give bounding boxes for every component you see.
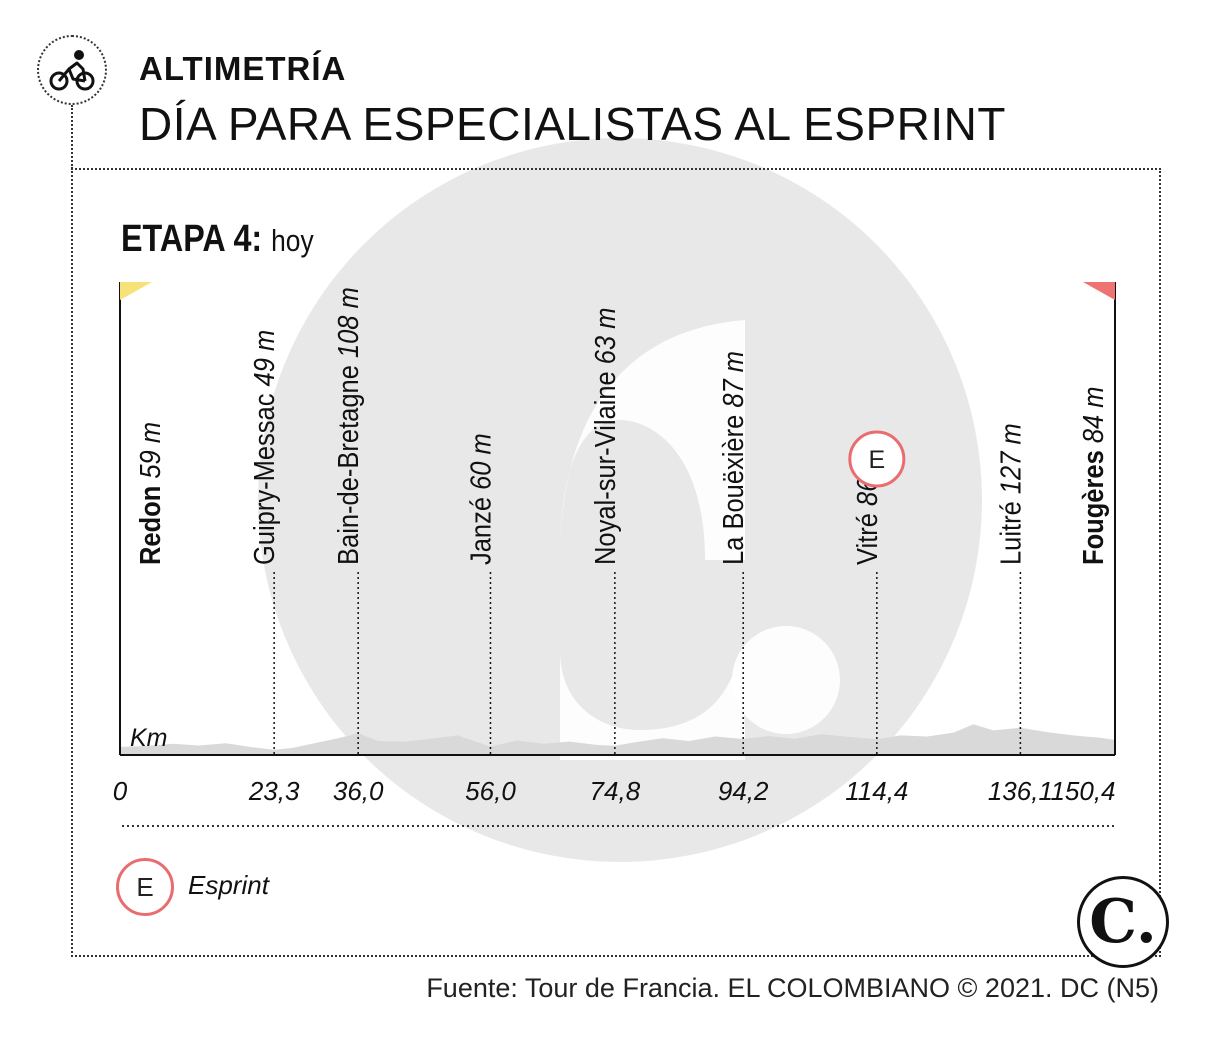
elevation-profile	[120, 724, 1115, 755]
place-name: Janzé 60 m	[464, 433, 497, 565]
place-name: Redon 59 m	[133, 422, 166, 565]
place-elevation: 127 m	[994, 423, 1027, 494]
place-name-text: Luitré	[994, 501, 1027, 565]
place-elevation: 59 m	[133, 422, 166, 479]
place-name-text: Noyal-sur-Vilaine	[588, 371, 621, 565]
stage-number: ETAPA 4:	[121, 218, 263, 260]
source-credit: Fuente: Tour de Francia. EL COLOMBIANO ©…	[426, 973, 1159, 1003]
place-name: Noyal-sur-Vilaine 63 m	[588, 308, 621, 565]
place-name: Luitré 127 m	[994, 423, 1027, 565]
logo-letter: C.	[1089, 887, 1157, 957]
tick-label: 36,0	[333, 776, 384, 806]
place-name: Bain-de-Bretagne 108 m	[332, 287, 365, 565]
place-name: Guipry-Messac 49 m	[248, 330, 281, 565]
place-label-group: La Bouëxière 87 m	[717, 351, 750, 565]
x-axis-label: Km	[130, 724, 168, 752]
connector-line	[71, 105, 73, 169]
headline: DÍA PARA ESPECIALISTAS AL ESPRINT	[139, 98, 1006, 150]
tick-label: 0	[113, 776, 128, 806]
legend-sprint-label: Esprint	[188, 870, 269, 900]
place-label-group: Noyal-sur-Vilaine 63 m	[588, 308, 621, 565]
place-label-group: Bain-de-Bretagne 108 m	[332, 287, 365, 565]
place-elevation: 87 m	[717, 351, 750, 408]
stage-title: ETAPA 4: hoy	[121, 218, 314, 261]
place-name-text: Fougères	[1076, 450, 1109, 565]
start-flag	[120, 282, 152, 300]
place-name-text: Bain-de-Bretagne	[332, 365, 365, 565]
place-name: Fougères 84 m	[1076, 386, 1109, 565]
sprint-marker-label: E	[868, 446, 885, 474]
sprint-marker	[848, 430, 906, 488]
place-elevation: 63 m	[588, 308, 621, 365]
place-name-text: Guipry-Messac	[248, 394, 281, 565]
place-elevation: 84 m	[1076, 386, 1109, 443]
bicycle-icon	[49, 50, 95, 91]
place-elevation: 49 m	[248, 330, 281, 387]
place-elevation: 108 m	[332, 287, 365, 358]
tick-label: 74,8	[590, 776, 641, 806]
place-elevation: 60 m	[464, 433, 497, 490]
tick-label: 94,2	[718, 776, 769, 806]
legend-sprint-symbol: E	[116, 858, 174, 916]
place-label-group: Luitré 127 m	[994, 423, 1027, 565]
chart-frame	[71, 168, 1161, 957]
place-name-text: La Bouëxière	[717, 415, 750, 565]
stage-subtitle: hoy	[271, 223, 314, 258]
place-name-text: Vitré	[850, 513, 883, 565]
tick-label: 114,4	[845, 776, 908, 806]
place-name: La Bouëxière 87 m	[717, 351, 750, 565]
bike-badge	[37, 35, 107, 105]
place-label-group: Redon 59 m	[133, 422, 166, 565]
tick-label: 150,4	[1050, 776, 1115, 806]
place-name-text: Janzé	[464, 497, 497, 565]
tick-label: 23,3	[248, 776, 300, 806]
place-label-group: Janzé 60 m	[464, 433, 497, 565]
tick-label: 136,1	[988, 776, 1053, 806]
publisher-logo: C.	[1077, 876, 1169, 968]
place-label-group: Fougères 84 m	[1076, 386, 1109, 565]
section-label: ALTIMETRÍA	[139, 50, 347, 87]
finish-flag	[1083, 282, 1115, 300]
place-name-text: Redon	[133, 486, 166, 565]
tick-label: 56,0	[465, 776, 516, 806]
place-label-group: Guipry-Messac 49 m	[248, 330, 281, 565]
